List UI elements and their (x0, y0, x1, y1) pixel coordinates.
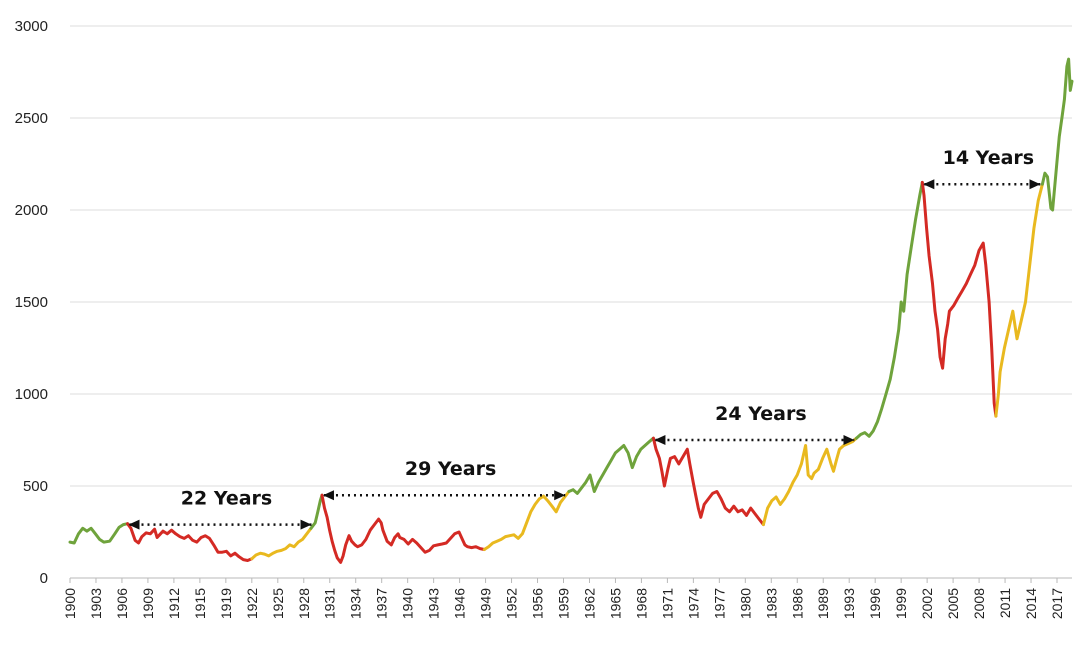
x-tick-label: 1922 (244, 588, 260, 619)
x-tick-label: 1909 (140, 588, 156, 619)
series-line-green (854, 180, 924, 440)
y-tick-label: 500 (23, 478, 48, 495)
y-tick-label: 1000 (15, 386, 48, 403)
x-tick-label: 1996 (867, 588, 883, 619)
duration-label: 29 Years (405, 458, 496, 480)
x-tick-label: 1903 (88, 588, 104, 619)
x-tick-label: 2002 (919, 588, 935, 619)
x-tick-label: 1962 (581, 588, 597, 619)
x-tick-label: 1949 (478, 588, 494, 619)
series-line-red (651, 436, 765, 527)
x-tick-label: 1919 (218, 588, 234, 619)
series-line-red (126, 522, 254, 562)
duration-label: 24 Years (715, 403, 806, 425)
x-tick-label: 2014 (1023, 588, 1039, 619)
x-tick-label: 1928 (296, 588, 312, 619)
x-tick-label: 1912 (166, 588, 182, 619)
x-tick-label: 1900 (62, 588, 78, 619)
series-line-yellow (994, 182, 1044, 418)
x-tick-label: 1937 (374, 588, 390, 619)
x-tick-label: 2017 (1049, 588, 1065, 619)
x-tick-label: 1977 (711, 588, 727, 619)
gridlines: 0 500 1000 1500 2000 2500 3000 (15, 18, 1072, 587)
x-tick-label: 1980 (737, 588, 753, 619)
duration-label: 22 Years (181, 488, 272, 510)
x-tick-label: 1986 (789, 588, 805, 619)
x-tick-label: 1952 (504, 588, 520, 619)
x-tick-label: 1968 (633, 588, 649, 619)
x-tick-label: 1971 (659, 588, 675, 619)
x-tick-labels: 1900 1903 1906 1909 1912 1915 1919 1922 1925 1928… (62, 578, 1065, 619)
x-tick-label: 1959 (556, 588, 572, 619)
x-tick-label: 1931 (322, 588, 338, 619)
series-line-yellow (482, 490, 571, 551)
x-tick-label: 1940 (400, 588, 416, 619)
x-tick-label: 1925 (270, 588, 286, 619)
x-tick-label: 1956 (530, 588, 546, 619)
x-tick-label: 1989 (815, 588, 831, 619)
series-line-green (567, 436, 655, 495)
x-tick-label: 1974 (685, 588, 701, 619)
series-line-red (920, 180, 998, 418)
x-tick-label: 1983 (763, 588, 779, 619)
series-line-red (320, 493, 486, 564)
duration-label: 14 Years (943, 147, 1034, 169)
series-group (68, 57, 1074, 564)
series-line-yellow (250, 526, 313, 561)
x-tick-label: 1943 (426, 588, 442, 619)
y-tick-label: 2000 (15, 202, 48, 219)
y-tick-label: 1500 (15, 294, 48, 311)
x-tick-label: 2005 (945, 588, 961, 619)
series-line-yellow (761, 436, 858, 527)
x-tick-label: 1946 (452, 588, 468, 619)
y-tick-label: 0 (40, 570, 48, 587)
x-tick-label: 1934 (348, 588, 364, 619)
y-tick-label: 3000 (15, 18, 48, 35)
x-tick-label: 1999 (893, 588, 909, 619)
annotations: 22 Years 29 Years 24 Years 14 Years (128, 147, 1041, 530)
x-tick-label: 1906 (114, 588, 130, 619)
y-tick-label: 2500 (15, 110, 48, 127)
series-line-green (1040, 57, 1074, 212)
x-tick-label: 2011 (997, 588, 1013, 618)
series-line-green (68, 522, 129, 545)
series-line-green (309, 493, 324, 530)
x-tick-label: 1993 (841, 588, 857, 619)
x-tick-label: 1915 (192, 588, 208, 619)
x-tick-label: 2008 (971, 588, 987, 619)
x-tick-label: 1965 (607, 588, 623, 619)
